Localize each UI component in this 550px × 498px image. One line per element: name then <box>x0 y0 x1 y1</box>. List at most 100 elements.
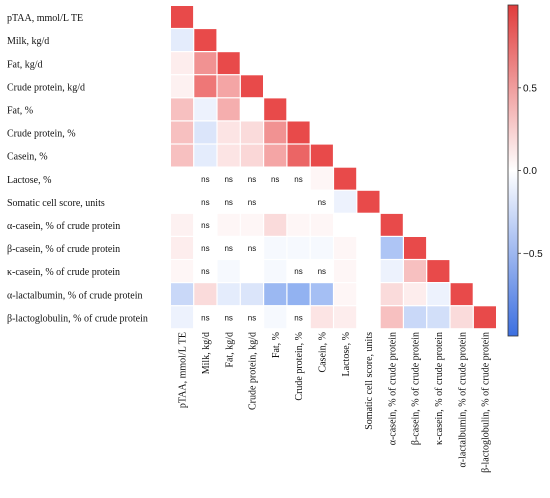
column-label: β-casein, % of crude protein <box>411 332 422 445</box>
heatmap-cell-1-0 <box>171 29 194 51</box>
ns-label: ns <box>201 244 209 253</box>
heatmap-cell-2-0 <box>171 52 194 75</box>
colorbar-gradient <box>507 4 519 337</box>
heatmap-cell-8-0 <box>171 190 194 213</box>
row-label: α-casein, % of crude protein <box>7 221 120 232</box>
heatmap-cell-4-2 <box>217 98 240 121</box>
column-label: Casein, % <box>317 332 328 373</box>
heatmap-cell-9-7 <box>334 213 357 236</box>
heatmap-cell-6-6 <box>310 144 333 167</box>
heatmap-cell-9-9 <box>380 213 403 236</box>
heatmap-cell-9-0 <box>171 213 194 236</box>
heatmap-cell-11-7 <box>334 260 357 282</box>
heatmap-cell-12-6 <box>310 283 333 306</box>
heatmap-cell-1-1 <box>194 29 217 51</box>
heatmap-cell-7-2 <box>217 167 240 190</box>
heatmap-cell-13-13 <box>473 306 496 329</box>
ns-label: ns <box>294 175 302 184</box>
heatmap-cell-5-5 <box>287 121 310 144</box>
heatmap-cell-9-2 <box>217 213 240 236</box>
column-label: κ-casein, % of crude protein <box>434 332 445 445</box>
heatmap-cell-10-5 <box>287 237 310 259</box>
row-label: Crude protein, % <box>7 129 76 140</box>
heatmap-cell-9-6 <box>310 213 333 236</box>
heatmap-cell-13-0 <box>171 306 194 329</box>
heatmap-cell-13-2 <box>217 306 240 329</box>
row-label: α-lactalbumin, % of crude protein <box>7 290 142 301</box>
heatmap-cell-12-7 <box>334 283 357 306</box>
row-labels: pTAA, mmol/L TE Milk, kg/d Fat, kg/d Crude … <box>7 13 148 324</box>
heatmap-cell-10-1 <box>194 237 217 259</box>
heatmap-cell-7-3 <box>240 167 263 190</box>
heatmap-cell-12-4 <box>264 283 287 306</box>
heatmap-cell-4-0 <box>171 98 194 121</box>
heatmap-cell-7-7 <box>334 167 357 190</box>
row-label: Casein, % <box>7 152 48 163</box>
heatmap-cell-10-10 <box>404 237 427 259</box>
ns-label: ns <box>248 175 256 184</box>
ns-annotations: ns ns ns ns ns ns ns ns ns ns ns ns ns ns ns ns ns ns ns ns <box>201 175 326 323</box>
heatmap-cell-8-6 <box>310 190 333 213</box>
ns-label: ns <box>318 267 326 276</box>
heatmap-cell-5-1 <box>194 121 217 144</box>
column-label: Somatic cell score, units <box>364 332 375 430</box>
heatmap-cell-11-11 <box>427 260 450 282</box>
heatmap-cell-11-9 <box>380 260 403 282</box>
heatmap-cell-11-5 <box>287 260 310 282</box>
heatmap-cell-7-1 <box>194 167 217 190</box>
ns-label: ns <box>201 175 209 184</box>
heatmap-cell-5-4 <box>264 121 287 144</box>
heatmap-cell-3-2 <box>217 75 240 98</box>
column-label: Fat, % <box>271 332 282 358</box>
heatmap-cell-10-3 <box>240 237 263 259</box>
ns-label: ns <box>248 198 256 207</box>
heatmap-cell-3-0 <box>171 75 194 98</box>
heatmap-cell-10-9 <box>380 237 403 259</box>
heatmap-cell-8-3 <box>240 190 263 213</box>
row-label: Crude protein, kg/d <box>7 82 85 93</box>
heatmap-cell-8-5 <box>287 190 310 213</box>
heatmap-cell-12-10 <box>404 283 427 306</box>
ns-label: ns <box>271 175 279 184</box>
heatmap-cell-12-2 <box>217 283 240 306</box>
heatmap-cell-6-1 <box>194 144 217 167</box>
heatmap-cell-12-8 <box>357 283 380 306</box>
row-label: Lactose, % <box>7 175 51 186</box>
heatmap-cell-9-1 <box>194 213 217 236</box>
heatmap-cell-4-4 <box>264 98 287 121</box>
row-label: κ-casein, % of crude protein <box>7 267 120 278</box>
column-labels: pTAA, mmol/L TE Milk, kg/d Fat, kg/d Crude … <box>178 332 492 473</box>
heatmap-cell-13-1 <box>194 306 217 329</box>
heatmap-cell-6-2 <box>217 144 240 167</box>
row-label: Somatic cell score, units <box>7 198 105 209</box>
heatmap-cell-13-3 <box>240 306 263 329</box>
heatmap-cell-12-1 <box>194 283 217 306</box>
column-label: Crude protein, kg/d <box>248 332 259 410</box>
heatmap-cell-8-1 <box>194 190 217 213</box>
heatmap-cell-8-4 <box>264 190 287 213</box>
heatmap-cell-7-4 <box>264 167 287 190</box>
heatmap-cell-11-8 <box>357 260 380 282</box>
row-label: Fat, kg/d <box>7 59 43 70</box>
heatmap-cell-6-0 <box>171 144 194 167</box>
column-label: Lactose, % <box>341 332 352 376</box>
ns-label: ns <box>248 313 256 322</box>
heatmap-cell-13-5 <box>287 306 310 329</box>
heatmap-cell-13-12 <box>450 306 473 329</box>
row-label: pTAA, mmol/L TE <box>7 13 83 24</box>
ns-label: ns <box>201 221 209 230</box>
heatmap-cell-5-0 <box>171 121 194 144</box>
heatmap-cell-12-11 <box>427 283 450 306</box>
heatmap-cell-8-8 <box>357 190 380 213</box>
heatmap-cell-13-4 <box>264 306 287 329</box>
heatmap-cell-0-0 <box>171 6 194 28</box>
heatmap-cell-5-2 <box>217 121 240 144</box>
heatmap-cell-5-3 <box>240 121 263 144</box>
heatmap-cell-11-1 <box>194 260 217 282</box>
heatmap-cell-10-4 <box>264 237 287 259</box>
ns-label: ns <box>224 198 232 207</box>
heatmap-cell-9-8 <box>357 213 380 236</box>
column-label: β-lactoglobulin, % of crude protein <box>481 332 492 473</box>
heatmap-cell-4-1 <box>194 98 217 121</box>
